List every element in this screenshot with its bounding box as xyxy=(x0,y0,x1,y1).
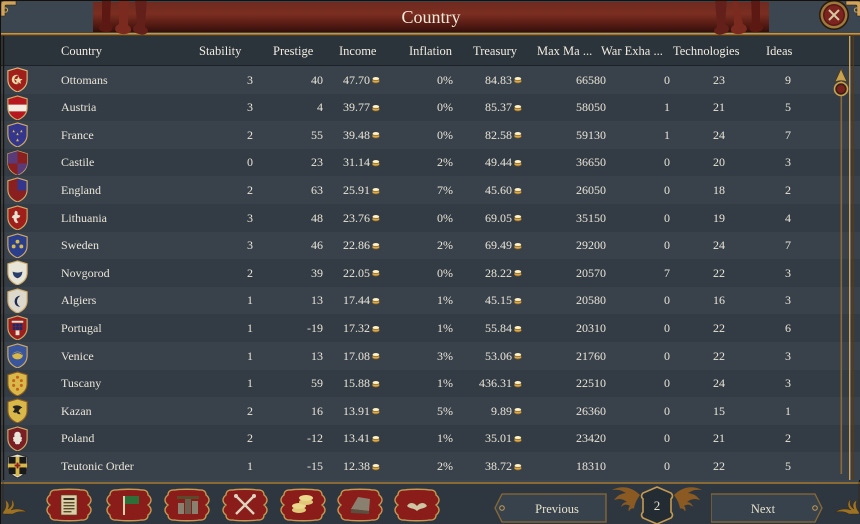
svg-text:Previous: Previous xyxy=(535,502,579,516)
svg-text:Next: Next xyxy=(751,502,776,516)
svg-text:Country: Country xyxy=(401,7,460,27)
svg-text:2: 2 xyxy=(654,498,661,513)
